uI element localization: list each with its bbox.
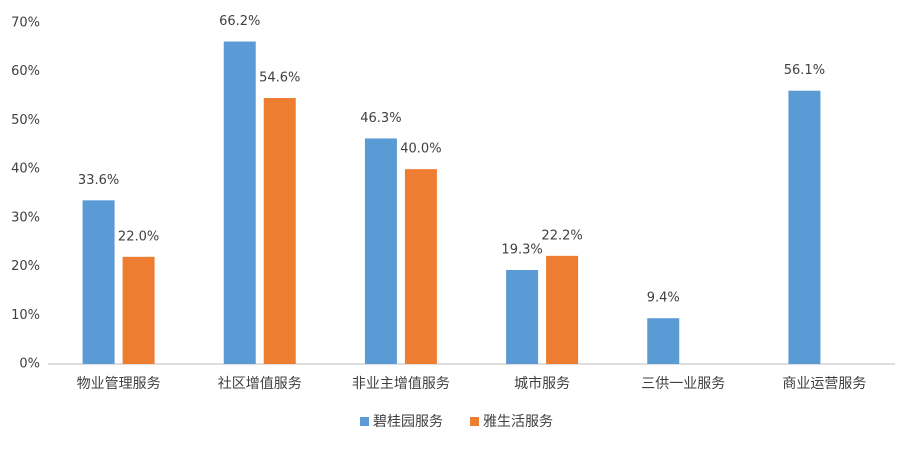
- data-label: 33.6%: [78, 173, 119, 188]
- y-tick-label: 40%: [11, 162, 40, 177]
- data-label: 22.0%: [118, 229, 159, 244]
- bar: [82, 200, 115, 364]
- bar: [546, 255, 579, 364]
- legend-label: 碧桂园服务: [373, 414, 443, 430]
- data-label: 66.2%: [219, 14, 260, 29]
- y-tick-label: 20%: [11, 259, 40, 274]
- bar: [506, 269, 539, 364]
- y-tick-label: 30%: [11, 210, 40, 225]
- y-tick-label: 0%: [19, 357, 40, 372]
- bar: [404, 169, 437, 364]
- x-tick-label: 社区增值服务: [218, 376, 302, 392]
- bar: [263, 98, 296, 365]
- y-tick-label: 10%: [11, 308, 40, 323]
- x-tick-label: 商业运营服务: [782, 376, 866, 392]
- bar: [364, 138, 397, 364]
- data-label: 40.0%: [400, 142, 441, 157]
- data-label: 46.3%: [360, 111, 401, 126]
- y-tick-label: 50%: [11, 113, 40, 128]
- legend-swatch: [470, 417, 479, 426]
- bar: [788, 90, 821, 364]
- x-tick-label: 非业主增值服务: [352, 376, 450, 392]
- bar: [122, 256, 155, 364]
- bar: [223, 41, 256, 365]
- data-label: 9.4%: [647, 291, 680, 306]
- legend-swatch: [360, 417, 369, 426]
- legend-label: 雅生活服务: [483, 414, 553, 430]
- data-label: 22.2%: [541, 228, 582, 243]
- x-tick-label: 城市服务: [514, 375, 570, 392]
- x-tick-label: 三供一业服务: [641, 376, 725, 392]
- data-label: 56.1%: [784, 63, 825, 78]
- bar: [647, 318, 680, 364]
- y-tick-label: 70%: [11, 16, 40, 31]
- data-label: 54.6%: [259, 71, 300, 86]
- data-label: 19.3%: [501, 242, 542, 257]
- y-tick-label: 60%: [11, 64, 40, 79]
- x-tick-label: 物业管理服务: [77, 376, 161, 392]
